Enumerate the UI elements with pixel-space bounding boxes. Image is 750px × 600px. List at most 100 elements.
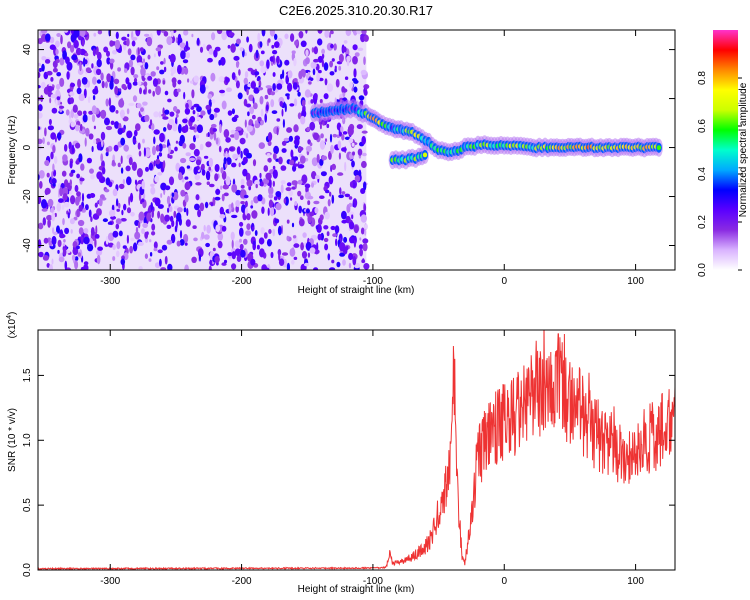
- noise-cell: [72, 104, 78, 113]
- noise-cell: [335, 238, 338, 247]
- noise-cell: [265, 85, 272, 89]
- noise-cell: [149, 239, 152, 243]
- noise-cell: [297, 91, 301, 97]
- noise-cell: [317, 38, 323, 46]
- noise-cell: [221, 100, 227, 110]
- noise-cell: [172, 80, 177, 88]
- noise-cell: [240, 150, 243, 159]
- noise-cell: [131, 36, 138, 41]
- noise-cell: [239, 47, 244, 52]
- noise-cell: [210, 72, 216, 82]
- noise-cell: [199, 202, 205, 212]
- noise-cell: [138, 266, 143, 270]
- noise-cell: [200, 163, 205, 171]
- noise-cell: [300, 242, 304, 251]
- noise-cell: [185, 219, 191, 227]
- noise-cell: [360, 69, 367, 76]
- noise-cell: [72, 241, 78, 249]
- noise-cell: [291, 259, 295, 265]
- noise-cell: [326, 231, 330, 237]
- noise-cell: [276, 118, 281, 122]
- noise-cell: [75, 142, 81, 149]
- noise-cell: [331, 194, 335, 204]
- noise-cell: [225, 176, 231, 186]
- noise-cell: [298, 70, 303, 80]
- noise-cell: [183, 91, 186, 100]
- noise-cell: [50, 151, 54, 160]
- noise-cell: [80, 266, 85, 270]
- noise-cell: [127, 82, 132, 90]
- noise-cell: [57, 249, 60, 254]
- noise-cell: [167, 98, 172, 103]
- noise-cell: [307, 200, 311, 206]
- noise-cell: [298, 205, 303, 214]
- noise-cell: [244, 200, 248, 208]
- noise-cell: [247, 111, 250, 117]
- noise-cell: [73, 39, 79, 49]
- noise-cell: [59, 187, 63, 197]
- noise-cell: [333, 43, 337, 51]
- noise-cell: [67, 212, 70, 219]
- noise-cell: [183, 207, 187, 213]
- noise-cell: [305, 145, 312, 152]
- noise-cell: [135, 30, 141, 37]
- noise-cell: [216, 30, 223, 35]
- noise-cell: [205, 170, 211, 181]
- noise-cell: [280, 165, 287, 171]
- noise-cell: [203, 224, 206, 232]
- heatmap-y-axis: -40 -20 0 20 40: [22, 44, 675, 253]
- noise-cell: [84, 52, 89, 57]
- noise-cell: [48, 118, 52, 126]
- noise-cell: [154, 262, 161, 269]
- noise-cell: [304, 183, 311, 189]
- noise-cell: [313, 93, 318, 100]
- noise-cell: [330, 225, 336, 231]
- y-tick-label: 0.5: [22, 498, 33, 512]
- noise-cell: [78, 153, 83, 163]
- noise-cell: [364, 223, 368, 230]
- noise-cell: [278, 156, 283, 165]
- noise-cell: [92, 88, 99, 95]
- y-tick-label: -20: [22, 189, 33, 204]
- noise-cell: [284, 103, 287, 113]
- noise-cell: [246, 213, 251, 221]
- noise-cell: [80, 163, 85, 171]
- noise-cell: [246, 36, 250, 43]
- noise-cell: [352, 44, 358, 51]
- noise-cell: [93, 32, 97, 37]
- noise-cell: [97, 246, 103, 251]
- noise-cell: [38, 239, 42, 249]
- noise-cell: [92, 48, 96, 57]
- noise-cell: [200, 110, 206, 116]
- noise-cell: [228, 32, 235, 37]
- noise-cell: [326, 123, 330, 129]
- x-tick-label: 0: [501, 276, 507, 287]
- noise-cell: [320, 171, 327, 177]
- noise-cell: [343, 40, 348, 44]
- noise-cell: [56, 225, 60, 234]
- noise-cell: [140, 107, 144, 112]
- noise-cell: [206, 181, 210, 185]
- noise-cell: [286, 127, 293, 133]
- noise-cell: [352, 256, 357, 266]
- noise-cell: [210, 202, 214, 207]
- noise-cell: [285, 187, 292, 192]
- noise-cell: [149, 252, 153, 257]
- noise-cell: [193, 148, 200, 157]
- noise-cell: [244, 119, 247, 128]
- snr-y-multiplier-prefix: (x10: [7, 318, 18, 338]
- noise-cell: [268, 199, 273, 208]
- noise-cell: [246, 88, 249, 96]
- noise-cell: [56, 96, 61, 101]
- noise-cell: [323, 62, 329, 71]
- noise-cell: [92, 95, 96, 101]
- noise-cell: [362, 242, 368, 252]
- noise-cell: [153, 53, 156, 58]
- noise-cell: [240, 178, 245, 186]
- noise-cell: [68, 111, 72, 119]
- noise-cell: [87, 243, 94, 252]
- noise-cell: [164, 255, 168, 265]
- noise-cell: [236, 254, 242, 262]
- noise-cell: [290, 149, 294, 158]
